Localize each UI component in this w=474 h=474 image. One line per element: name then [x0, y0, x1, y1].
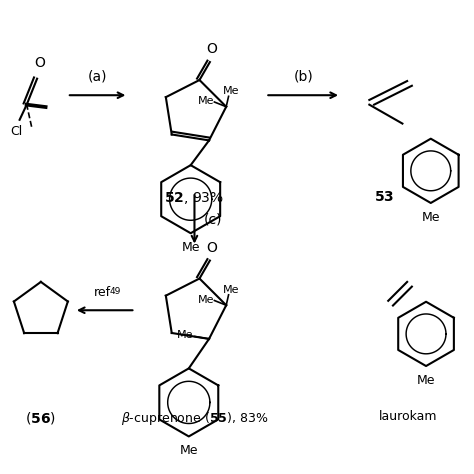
Text: Me: Me [177, 330, 194, 340]
Text: $\beta$-cuprenone ($\mathbf{55}$), 83%: $\beta$-cuprenone ($\mathbf{55}$), 83% [121, 410, 268, 427]
Text: (b): (b) [293, 69, 313, 83]
Text: $\mathbf{52}$, 93%: $\mathbf{52}$, 93% [164, 190, 225, 206]
Text: Me: Me [198, 294, 215, 305]
Text: (a): (a) [88, 69, 107, 83]
Text: Cl: Cl [10, 126, 23, 138]
Text: Me: Me [417, 374, 435, 387]
Text: $\mathbf{53}$: $\mathbf{53}$ [374, 190, 394, 204]
Text: Me: Me [223, 284, 239, 295]
Text: ref: ref [94, 286, 111, 300]
Text: Me: Me [223, 86, 239, 96]
Text: O: O [206, 241, 217, 255]
Text: ($\mathbf{56}$): ($\mathbf{56}$) [26, 410, 56, 426]
Text: Me: Me [180, 444, 198, 457]
Text: O: O [206, 42, 217, 56]
Text: Me: Me [182, 241, 200, 254]
Text: Me: Me [421, 210, 440, 224]
Text: laurokam: laurokam [379, 410, 438, 422]
Text: O: O [34, 56, 45, 70]
Text: (c): (c) [204, 212, 222, 226]
Text: Me: Me [198, 96, 215, 106]
Text: 49: 49 [109, 287, 121, 296]
